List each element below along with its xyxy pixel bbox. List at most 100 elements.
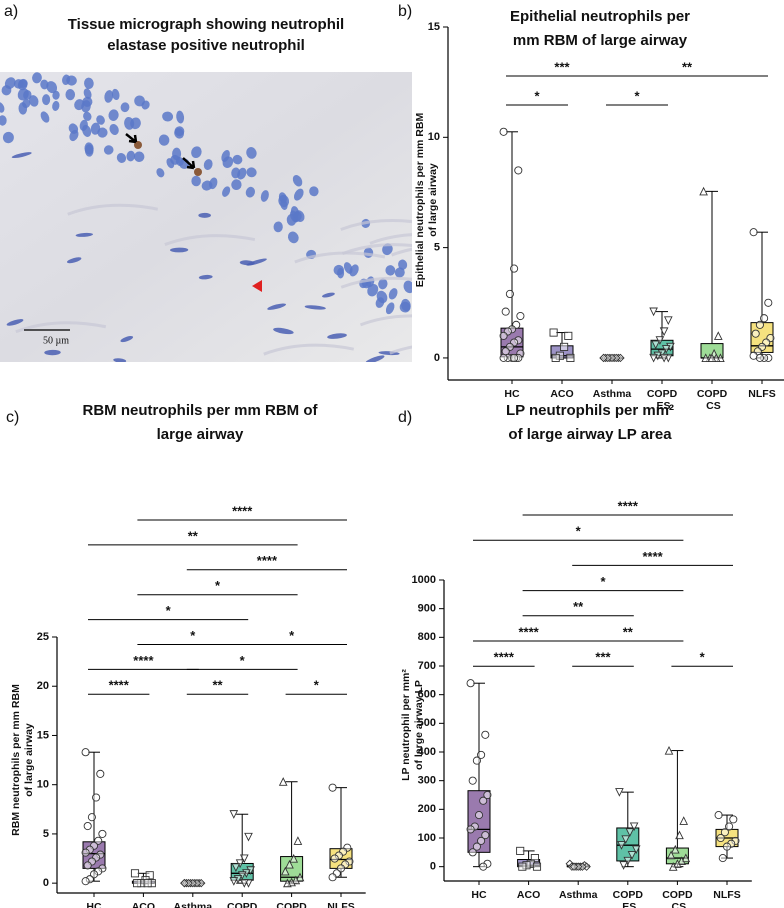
chart-panel: b) Epithelial neutrophils per mm RBM of la… bbox=[398, 3, 784, 412]
x-tick-label: NLFS bbox=[748, 388, 775, 400]
x-tick-label: Asthma bbox=[559, 889, 598, 901]
data-point bbox=[599, 353, 608, 363]
significance-label: * bbox=[600, 574, 606, 589]
data-point bbox=[505, 289, 514, 299]
data-point bbox=[725, 822, 734, 831]
nucleus bbox=[221, 149, 230, 162]
data-point bbox=[649, 353, 658, 363]
data-point bbox=[483, 790, 492, 800]
nucleus bbox=[290, 206, 299, 218]
nucleus bbox=[172, 147, 182, 161]
data-point bbox=[679, 816, 689, 825]
nucleus bbox=[201, 180, 213, 191]
nucleus bbox=[322, 292, 335, 298]
x-tick-label-line: CS bbox=[669, 901, 687, 908]
stroma-fiber bbox=[359, 314, 412, 327]
panel-label: d) bbox=[398, 409, 412, 426]
x-tick-label-line: HC bbox=[86, 901, 102, 908]
x-tick-label-line: NLFS bbox=[713, 889, 740, 901]
nucleus bbox=[40, 79, 49, 90]
nucleus bbox=[385, 265, 396, 276]
x-tick-label-line: COPD bbox=[647, 388, 678, 400]
data-point bbox=[231, 863, 241, 873]
data-point bbox=[617, 841, 626, 850]
y-axis-label: RBM neutrophils per mm RBM bbox=[10, 684, 22, 836]
nucleus bbox=[198, 274, 213, 280]
arrowhead-red bbox=[252, 280, 262, 292]
significance-label: * bbox=[190, 628, 196, 643]
data-point bbox=[81, 848, 90, 857]
data-point bbox=[87, 813, 96, 822]
significance-label: **** bbox=[232, 503, 253, 518]
data-point bbox=[625, 828, 635, 837]
x-tick-label: NLFS bbox=[327, 901, 354, 908]
nucleus bbox=[343, 262, 353, 274]
x-tick-label-line: HC bbox=[504, 388, 520, 400]
y-tick-label: 200 bbox=[418, 803, 436, 815]
data-point bbox=[293, 836, 303, 845]
data-point bbox=[244, 832, 253, 842]
nucleus bbox=[260, 190, 269, 202]
neutrophil bbox=[194, 168, 202, 176]
nucleus bbox=[96, 115, 105, 125]
data-point bbox=[479, 862, 488, 871]
data-point bbox=[729, 815, 738, 824]
nucleus bbox=[378, 278, 388, 290]
x-tick-label-line: Asthma bbox=[593, 388, 632, 400]
data-point bbox=[677, 856, 686, 865]
nucleus bbox=[124, 116, 135, 130]
data-point bbox=[328, 873, 337, 882]
significance-label: ** bbox=[573, 599, 584, 614]
nucleus bbox=[365, 355, 385, 362]
nucleus bbox=[2, 131, 14, 144]
nucleus bbox=[245, 186, 255, 198]
nucleus bbox=[158, 134, 170, 146]
x-tick-label-line: CS bbox=[703, 400, 721, 412]
x-tick-label: HC bbox=[471, 889, 487, 901]
x-tick-label: COPD CS bbox=[697, 388, 728, 412]
nucleus bbox=[403, 280, 412, 294]
nucleus bbox=[309, 186, 319, 197]
data-point bbox=[510, 264, 519, 273]
nucleus bbox=[246, 147, 257, 159]
nucleus bbox=[111, 88, 120, 101]
significance-label: * bbox=[700, 650, 706, 665]
significance-label: *** bbox=[595, 650, 611, 665]
data-point bbox=[713, 331, 723, 340]
nucleus bbox=[198, 212, 211, 218]
data-point bbox=[623, 856, 633, 866]
scale-label: 50 µm bbox=[43, 335, 69, 346]
data-point bbox=[755, 320, 764, 329]
data-point bbox=[239, 879, 249, 888]
y-tick-label: 300 bbox=[418, 775, 436, 787]
stroma-fiber bbox=[67, 203, 159, 216]
nucleus bbox=[68, 123, 79, 134]
nucleus bbox=[113, 358, 127, 362]
nucleus bbox=[52, 90, 60, 100]
data-point bbox=[133, 879, 142, 888]
data-point bbox=[564, 331, 573, 340]
micrograph-nuclei bbox=[0, 72, 412, 362]
significance-label: **** bbox=[109, 678, 130, 693]
data-point bbox=[532, 862, 542, 871]
data-point bbox=[499, 353, 508, 362]
data-point bbox=[615, 788, 624, 797]
nucleus bbox=[108, 109, 119, 121]
data-point bbox=[666, 850, 676, 860]
nucleus bbox=[176, 110, 185, 124]
y-tick-label: 5 bbox=[43, 828, 49, 840]
x-tick-label-line: COPD bbox=[227, 901, 258, 908]
data-point bbox=[291, 875, 301, 885]
stroma-fiber bbox=[340, 218, 412, 231]
data-point bbox=[670, 844, 680, 854]
nucleus bbox=[156, 168, 165, 178]
data-point bbox=[722, 842, 732, 851]
x-tick-label: COPD CS bbox=[662, 889, 693, 908]
x-tick-label: HC bbox=[86, 901, 102, 908]
significance-label: ** bbox=[623, 624, 634, 639]
data-point bbox=[530, 854, 539, 863]
data-point bbox=[501, 307, 510, 316]
nucleus bbox=[293, 188, 304, 201]
significance-label: * bbox=[166, 603, 172, 618]
data-point bbox=[98, 829, 107, 838]
